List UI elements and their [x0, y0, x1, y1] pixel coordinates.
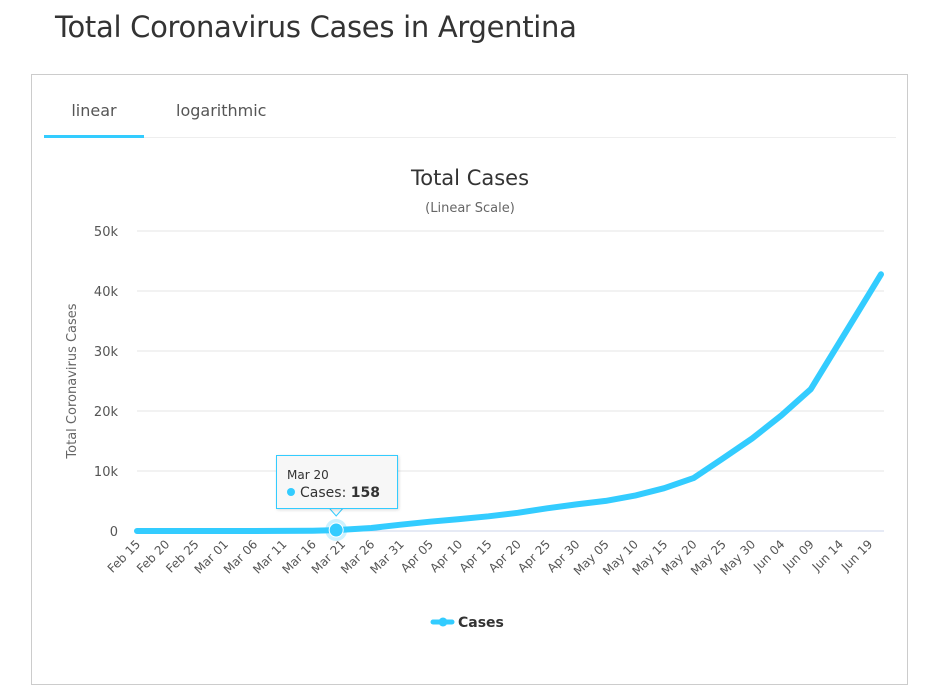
series-line-cases [134, 271, 884, 534]
y-tick-label: 40k [94, 285, 119, 300]
chart-subtitle: (Linear Scale) [425, 201, 515, 216]
scale-tabs: linear logarithmic [44, 75, 896, 138]
legend-item-cases[interactable]: Cases [430, 615, 504, 631]
legend-label: Cases [458, 615, 504, 631]
tooltip-date: Mar 20 [287, 468, 329, 482]
active-tab-indicator [44, 135, 144, 138]
legend-marker-icon [438, 617, 448, 627]
y-tick-label: 50k [94, 225, 119, 240]
tab-linear[interactable]: linear [71, 101, 117, 120]
series-dot-icon [287, 488, 295, 496]
x-tick-label: Jun 19 [838, 537, 875, 574]
page-title: Total Coronavirus Cases in Argentina [55, 10, 577, 44]
chart-title: Total Cases [410, 166, 529, 190]
tooltip-pointer [328, 507, 344, 517]
y-tick-label: 30k [94, 345, 119, 360]
y-tick-label: 20k [94, 405, 119, 420]
chart-card: linear logarithmic [31, 74, 908, 685]
tooltip-row: Cases: 158 [287, 485, 380, 501]
x-tick-label: Jun 14 [809, 537, 846, 574]
y-tick-label: 0 [110, 525, 118, 540]
x-tick-label: Jun 04 [750, 537, 787, 574]
y-tick-label: 10k [94, 465, 119, 480]
tab-logarithmic[interactable]: logarithmic [176, 101, 267, 120]
tooltip: Mar 20 Cases: 158 [276, 455, 398, 509]
tooltip-value: 158 [350, 485, 380, 501]
hover-point-marker [328, 522, 344, 538]
y-axis-title: Total Coronavirus Cases [65, 303, 80, 459]
x-tick-label: Jun 09 [779, 537, 816, 574]
tooltip-series: Cases [300, 485, 342, 501]
tooltip-separator: : [341, 485, 347, 501]
